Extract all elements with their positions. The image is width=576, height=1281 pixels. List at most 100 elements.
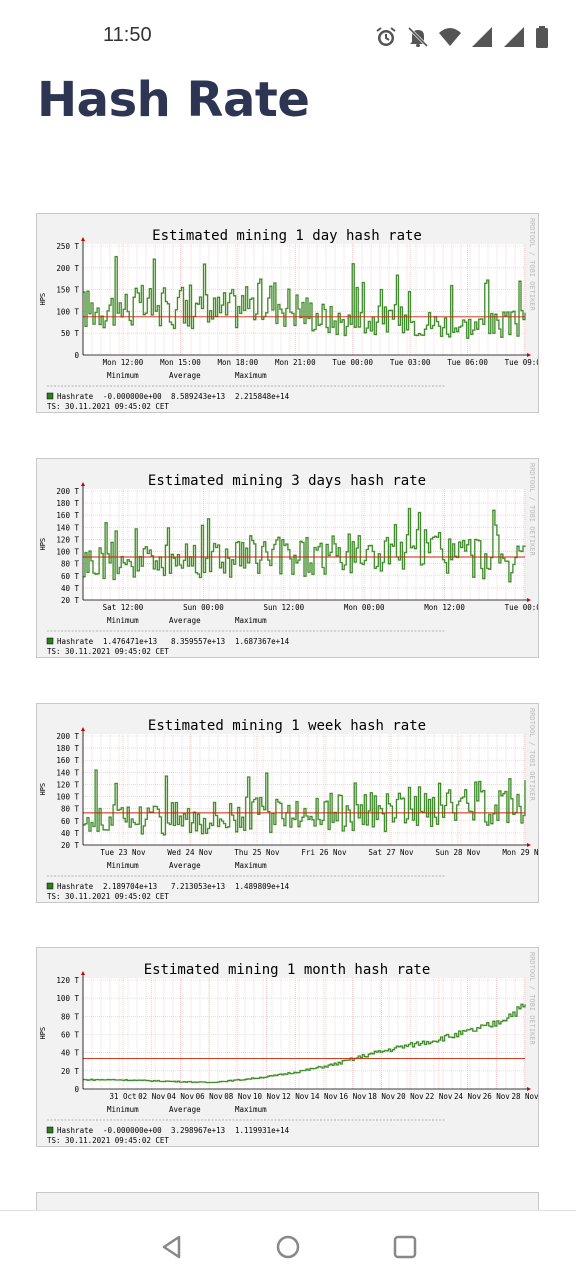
battery-icon [534, 25, 550, 49]
chart-3-ytick-label: 40 T [61, 1049, 80, 1058]
chart-3-xtick-label: 12 Nov [282, 1092, 310, 1101]
chart-2-ytick-label: 100 T [56, 793, 79, 802]
chart-2-xtick-label: Wed 24 Nov [167, 848, 213, 857]
chart-1-ytick-label: 20 T [61, 596, 80, 605]
chart-0-series-line [83, 256, 526, 339]
chart-3-timestamp: TS: 30.11.2021 09:45:02 CET [47, 1136, 169, 1145]
chart-3-y-arrow [81, 971, 85, 975]
chart-3-xtick-label: 08 Nov [224, 1092, 252, 1101]
chart-2-ytick-label: 140 T [56, 768, 79, 777]
chart-3-legend-avg-value: 3.298967e+13 [171, 1126, 225, 1135]
chart-1-legend-min-value: 1.476471e+13 [103, 637, 157, 646]
wifi-icon [438, 25, 462, 49]
chart-1-xtick-label: Mon 12:00 [424, 603, 465, 612]
chart-0-ytick-label: 200 T [56, 264, 79, 273]
chart-1-ytick-label: 60 T [61, 572, 80, 581]
chart-0-plot-area [83, 244, 525, 355]
chart-2-xtick-label: Tue 23 Nov [100, 848, 146, 857]
chart-3-legend-avg-header: Average [169, 1105, 201, 1114]
chart-1-ytick-label: 180 T [56, 499, 79, 508]
chart-0-ytick-label: 250 T [56, 242, 79, 251]
chart-3-series-line [83, 1003, 526, 1083]
chart-2-timestamp: TS: 30.11.2021 09:45:02 CET [47, 892, 169, 901]
chart-1-ytick-label: 80 T [61, 560, 80, 569]
chart-0-legend-series-name: Hashrate [57, 392, 94, 401]
chart-0-legend-swatch [46, 392, 54, 400]
recents-icon [393, 1235, 417, 1259]
chart-1-ytick-label: 140 T [56, 523, 79, 532]
chart-3-legend-min-header: Minimum [107, 1105, 139, 1114]
status-bar: 11:50 [0, 0, 576, 72]
chart-0-xtick-label: Tue 00:00 [332, 358, 373, 367]
chart-3-xtick-label: 22 Nov [425, 1092, 453, 1101]
chart-0-y-arrow [81, 237, 85, 241]
chart-0-watermark: RRDTOOL / TOBI OETIKER [528, 218, 536, 312]
chart-0-xtick-label: Tue 06:00 [447, 358, 488, 367]
chart-0-legend-min-header: Minimum [107, 371, 139, 380]
chart-1-xtick-label: Sun 12:00 [263, 603, 304, 612]
chart-2-x-arrow [527, 843, 531, 847]
chart-1-legend-series-name: Hashrate [57, 637, 94, 646]
chart-1-y-arrow [81, 482, 85, 486]
chart-0-title: Estimated mining 1 day hash rate [152, 228, 422, 244]
chart-card-3days: Estimated mining 3 days hash rate RRDTOOL… [36, 458, 539, 658]
chart-2-legend-swatch [46, 882, 54, 890]
chart-2-xtick-label: Thu 25 Nov [234, 848, 280, 857]
chart-2-legend-avg-header: Average [169, 861, 201, 870]
home-button[interactable] [268, 1227, 308, 1267]
chart-card-1day: Estimated mining 1 day hash rate RRDTOOL … [36, 213, 539, 413]
chart-2-ytick-label: 180 T [56, 744, 79, 753]
chart-3-xtick-label: 06 Nov [196, 1092, 224, 1101]
chart-3-xtick-label: 24 Nov [454, 1092, 482, 1101]
chart-0-legend-avg-header: Average [169, 371, 201, 380]
chart-3-ytick-label: 100 T [56, 994, 79, 1003]
chart-0-ytick-label: 0 [74, 351, 79, 360]
chart-0-ylabel: HPS [39, 293, 47, 306]
chart-0-xtick-label: Tue 09:00 [505, 358, 538, 367]
chart-0-timestamp: TS: 30.11.2021 09:45:02 CET [47, 402, 169, 411]
chart-1-ytick-label: 120 T [56, 535, 79, 544]
chart-1-ytick-label: 100 T [56, 548, 79, 557]
home-icon [276, 1235, 300, 1259]
chart-1-ylabel: HPS [39, 538, 47, 551]
chart-1-legend-avg-header: Average [169, 616, 201, 625]
chart-0-ytick-label: 150 T [56, 286, 79, 295]
chart-0-legend-max-header: Maximum [235, 371, 267, 380]
chart-1week-svg: Estimated mining 1 week hash rate RRDTOOL… [39, 708, 538, 901]
chart-3-x-arrow [527, 1087, 531, 1091]
chart-2-ytick-label: 40 T [61, 829, 80, 838]
chart-3-ytick-label: 20 T [61, 1067, 80, 1076]
chart-0-ytick-label: 100 T [56, 307, 79, 316]
chart-2-legend-max-header: Maximum [235, 861, 267, 870]
recents-button[interactable] [385, 1227, 425, 1267]
chart-2-xtick-label: Sat 27 Nov [368, 848, 414, 857]
chart-1-xtick-label: Mon 00:00 [344, 603, 385, 612]
chart-2-xtick-label: Fri 26 Nov [301, 848, 347, 857]
chart-0-xtick-label: Mon 18:00 [218, 358, 259, 367]
chart-0-legend-min-value: -0.000000e+00 [103, 392, 162, 401]
chart-1-title: Estimated mining 3 days hash rate [148, 473, 426, 489]
chart-1-legend-max-header: Maximum [235, 616, 267, 625]
chart-3-ytick-label: 80 T [61, 1012, 80, 1021]
chart-3-xtick-label: 18 Nov [368, 1092, 396, 1101]
back-button[interactable] [152, 1227, 192, 1267]
chart-3-ytick-label: 120 T [56, 976, 79, 985]
chart-3-ytick-label: 60 T [61, 1031, 80, 1040]
notifications-off-icon [406, 25, 430, 49]
chart-1-ytick-label: 40 T [61, 584, 80, 593]
chart-1-timestamp: TS: 30.11.2021 09:45:02 CET [47, 647, 169, 656]
chart-1-ytick-label: 200 T [56, 487, 79, 496]
chart-3-title: Estimated mining 1 month hash rate [144, 962, 431, 978]
chart-card-1month: Estimated mining 1 month hash rate RRDTOO… [36, 947, 539, 1147]
navigation-bar [0, 1210, 576, 1281]
chart-3-xtick-label: 14 Nov [310, 1092, 338, 1101]
status-time: 11:50 [103, 24, 152, 46]
chart-0-xtick-label: Mon 21:00 [275, 358, 316, 367]
chart-3-xtick-label: 10 Nov [253, 1092, 281, 1101]
chart-2-y-arrow [81, 727, 85, 731]
alarm-icon [374, 25, 398, 49]
signal-icon [470, 25, 494, 49]
chart-3-xtick-label: 16 Nov [339, 1092, 367, 1101]
back-icon [162, 1235, 181, 1259]
chart-2-ytick-label: 60 T [61, 817, 80, 826]
